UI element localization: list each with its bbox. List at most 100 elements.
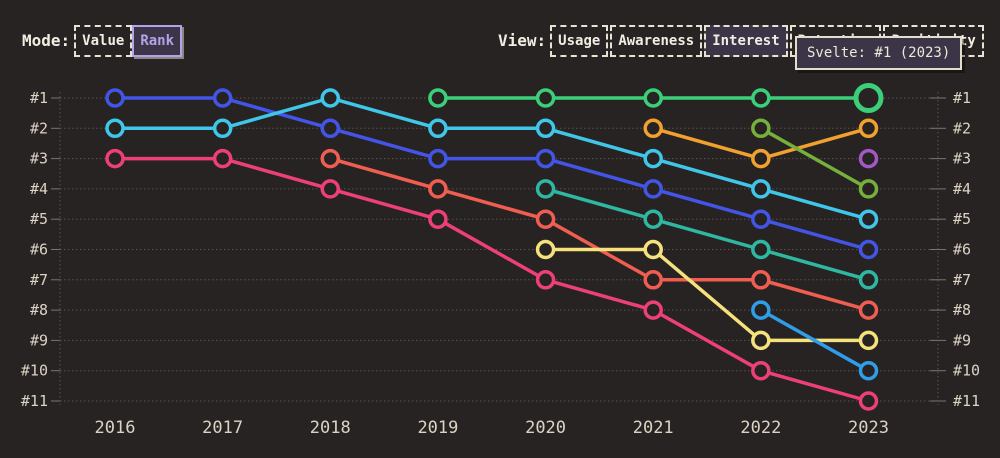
rank-label-right: #9	[953, 331, 971, 349]
blue-point-2020[interactable]	[535, 148, 556, 169]
series-points	[105, 83, 884, 411]
yellow-point-2021[interactable]	[643, 239, 663, 260]
yellow-point-2023[interactable]	[858, 330, 879, 351]
view-label: View:	[498, 31, 547, 50]
blue-point-2022[interactable]	[751, 209, 771, 229]
blue-point-2021[interactable]	[643, 179, 663, 199]
cyan-point-2020[interactable]	[535, 118, 556, 139]
salmon-point-2018[interactable]	[320, 148, 341, 169]
pink-point-2016[interactable]	[105, 148, 125, 169]
view-usage-button[interactable]: Usage	[550, 25, 609, 57]
rank-label-right: #10	[953, 362, 980, 380]
teal-point-2020[interactable]	[535, 179, 556, 199]
teal-point-2022[interactable]	[751, 239, 771, 260]
salmon-point-2021[interactable]	[643, 270, 663, 290]
salmon-line	[328, 156, 871, 312]
rank-label-left: #9	[30, 331, 48, 349]
tooltip-text: Svelte: #1 (2023)	[807, 45, 951, 61]
salmon-point-2022[interactable]	[751, 270, 771, 290]
view-interest-button[interactable]: Interest	[704, 25, 788, 57]
purple-point-2023[interactable]	[858, 148, 879, 169]
svelte-point-2021[interactable]	[643, 88, 663, 108]
svelte-point-2022[interactable]	[751, 88, 771, 108]
pink-point-2018[interactable]	[320, 179, 341, 199]
salmon-point-2020[interactable]	[535, 209, 556, 229]
salmon-point-2019[interactable]	[428, 179, 448, 199]
cyan-point-2022[interactable]	[751, 179, 771, 199]
pink-point-2022[interactable]	[751, 360, 771, 381]
rank-label-right: #4	[953, 180, 971, 198]
yellow-point-2022[interactable]	[751, 330, 771, 351]
orange-point-2021[interactable]	[643, 118, 663, 139]
rank-label-right: #2	[953, 119, 971, 137]
rank-label-right: #3	[953, 150, 971, 168]
teal-point-2021[interactable]	[643, 209, 663, 229]
pink-point-2020[interactable]	[535, 270, 556, 290]
cyan-line	[113, 96, 871, 221]
cyan-point-2023[interactable]	[858, 209, 879, 229]
rank-label-left: #2	[30, 119, 48, 137]
rank-label-left: #10	[21, 362, 48, 380]
blue-point-2019[interactable]	[428, 148, 448, 169]
view-awareness-button[interactable]: Awareness	[610, 25, 703, 57]
pink-point-2023[interactable]	[858, 391, 879, 411]
svelte-point-2020[interactable]	[535, 88, 556, 108]
sky-blue-point-2022[interactable]	[751, 300, 771, 320]
grid-layer	[51, 92, 946, 405]
year-label: 2016	[95, 418, 136, 438]
salmon-point-2023[interactable]	[858, 300, 879, 320]
lime-point-2022[interactable]	[751, 118, 771, 139]
pink-line	[113, 156, 871, 403]
rank-label-right: #5	[953, 210, 971, 228]
sky-blue-point-2023[interactable]	[858, 360, 879, 381]
rank-label-right: #6	[953, 241, 971, 259]
teal-point-2023[interactable]	[858, 270, 879, 290]
rank-label-left: #8	[30, 301, 48, 319]
cyan-point-2018[interactable]	[320, 88, 341, 108]
lime-line	[759, 126, 871, 191]
svelte-point-2023[interactable]	[853, 83, 884, 113]
axis-labels: #1 #1 #2 #2 #3 #3 #4 #4 #5 #5 #6 #6 #7 #7 #8 #8 #9 #9 #10 #…	[21, 89, 980, 438]
rank-label-left: #3	[30, 150, 48, 168]
blue-point-2018[interactable]	[320, 118, 341, 139]
year-label: 2017	[202, 418, 243, 438]
cyan-point-2016[interactable]	[105, 118, 125, 139]
rank-label-right: #11	[953, 392, 980, 410]
hover-tooltip: Svelte: #1 (2023)	[795, 36, 963, 70]
series-lines	[113, 96, 871, 403]
mode-toolbar: Mode: Value Rank	[22, 25, 183, 57]
pink-point-2017[interactable]	[212, 148, 233, 169]
pink-point-2019[interactable]	[428, 209, 448, 229]
blue-point-2017[interactable]	[212, 88, 233, 108]
rank-label-left: #7	[30, 271, 48, 289]
year-label: 2023	[848, 418, 889, 438]
cyan-point-2017[interactable]	[212, 118, 233, 139]
cyan-point-2021[interactable]	[643, 148, 663, 169]
orange-point-2023[interactable]	[858, 118, 879, 139]
mode-label: Mode:	[22, 31, 71, 50]
blue-point-2023[interactable]	[858, 239, 879, 260]
mode-button-group: Value Rank	[74, 25, 183, 57]
mode-value-button[interactable]: Value	[74, 25, 133, 57]
cyan-point-2019[interactable]	[428, 118, 448, 139]
yellow-point-2020[interactable]	[535, 239, 556, 260]
blue-point-2016[interactable]	[105, 88, 125, 108]
rank-label-right: #1	[953, 89, 971, 107]
lime-point-2023[interactable]	[858, 179, 879, 199]
rank-label-left: #6	[30, 241, 48, 259]
year-label: 2018	[310, 418, 351, 438]
svelte-point-2019[interactable]	[428, 88, 448, 108]
orange-point-2022[interactable]	[751, 148, 771, 169]
year-label: 2020	[525, 418, 566, 438]
rank-label-left: #5	[30, 210, 48, 228]
rank-label-left: #1	[30, 89, 48, 107]
rank-label-left: #11	[21, 392, 48, 410]
pink-point-2021[interactable]	[643, 300, 663, 320]
year-label: 2019	[417, 418, 458, 438]
mode-rank-button[interactable]: Rank	[132, 25, 183, 57]
rank-label-right: #8	[953, 301, 971, 319]
rank-label-left: #4	[30, 180, 48, 198]
teal-line	[543, 187, 871, 282]
